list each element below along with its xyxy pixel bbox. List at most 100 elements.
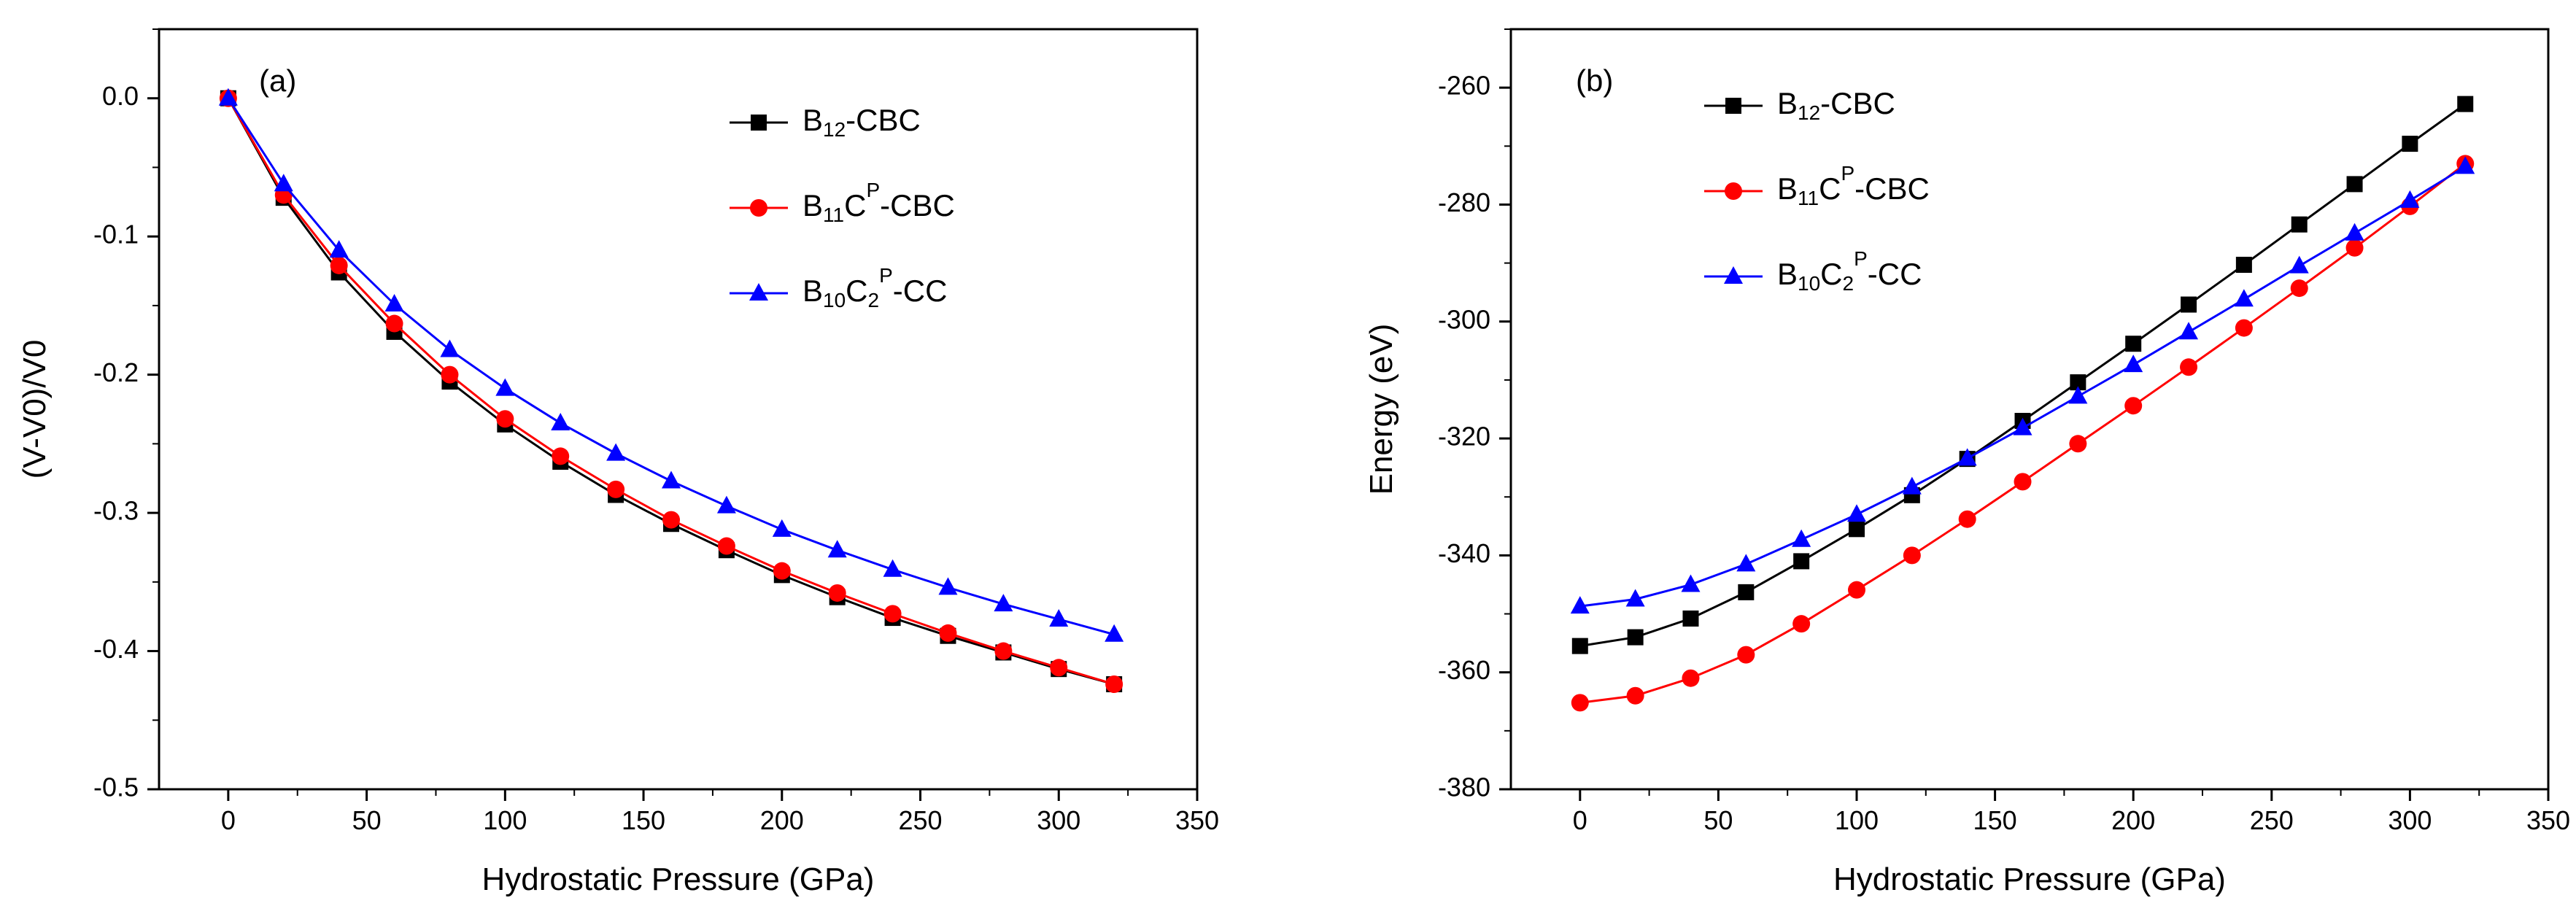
data-point bbox=[2346, 176, 2363, 193]
data-point bbox=[883, 605, 902, 623]
x-axis-title: Hydrostatic Pressure (GPa) bbox=[482, 861, 875, 897]
y-tick-label: 0.0 bbox=[102, 81, 139, 111]
y-tick-label: -260 bbox=[1438, 71, 1490, 101]
y-tick-label: -380 bbox=[1438, 772, 1490, 802]
y-tick-label: -0.5 bbox=[93, 772, 139, 802]
data-point bbox=[2124, 355, 2143, 373]
data-point bbox=[1849, 521, 1865, 538]
data-point bbox=[1736, 554, 1756, 572]
legend-marker bbox=[1725, 182, 1742, 200]
data-point bbox=[2456, 156, 2475, 174]
legend-label-part: 2 bbox=[1843, 272, 1854, 295]
data-point bbox=[2345, 239, 2364, 257]
chart-panel-a: 0 50 100 150 200 250 300 350 0.0 -0.1 -0.2 -0.3 -0.4… bbox=[17, 28, 1219, 897]
legend-label: B12-CBC bbox=[1777, 86, 1895, 124]
x-tick-label: 300 bbox=[2388, 805, 2432, 835]
legend-marker bbox=[1724, 266, 1743, 284]
data-point bbox=[939, 624, 957, 642]
data-point bbox=[772, 519, 792, 537]
data-point bbox=[1050, 659, 1068, 677]
data-point bbox=[716, 495, 736, 514]
panel-label: (a) bbox=[259, 63, 296, 98]
x-tick-label: 0 bbox=[1573, 805, 1587, 835]
data-point bbox=[218, 88, 238, 106]
x-tick-label: 300 bbox=[1037, 805, 1080, 835]
legend-label-part: B bbox=[802, 274, 823, 308]
data-point bbox=[2181, 296, 2197, 313]
x-tick-label: 200 bbox=[2111, 805, 2155, 835]
legend-label-part: -CBC bbox=[880, 188, 955, 222]
x-tick-label: 150 bbox=[622, 805, 665, 835]
plot-frame bbox=[158, 28, 1199, 791]
legend-label-part: P bbox=[866, 179, 880, 201]
data-point bbox=[2180, 358, 2198, 376]
legend-label-part: C bbox=[844, 188, 866, 222]
series-b12 bbox=[220, 90, 1123, 693]
x-tick-label: 350 bbox=[1175, 805, 1219, 835]
data-point bbox=[1958, 510, 1976, 528]
y-tick-label: -340 bbox=[1438, 538, 1490, 568]
data-point bbox=[1571, 694, 1589, 712]
legend-label-part: B bbox=[1777, 257, 1798, 291]
data-point bbox=[1049, 608, 1069, 627]
data-point bbox=[1847, 504, 1866, 522]
data-point bbox=[994, 642, 1013, 660]
x-tick-label: 250 bbox=[898, 805, 942, 835]
data-point bbox=[2125, 336, 2142, 352]
series-b10 bbox=[218, 88, 1124, 642]
series-line bbox=[1579, 166, 2467, 608]
data-point bbox=[2070, 374, 2086, 391]
data-point bbox=[1682, 610, 1699, 627]
y-tick-label: -0.2 bbox=[93, 357, 139, 387]
y-tick-label: -0.1 bbox=[93, 220, 139, 249]
x-tick-label: 200 bbox=[760, 805, 804, 835]
data-point bbox=[2290, 279, 2308, 298]
data-point bbox=[1625, 589, 1645, 607]
x-tick-label: 100 bbox=[483, 805, 527, 835]
data-point bbox=[329, 240, 349, 258]
legend-marker bbox=[1725, 98, 1741, 114]
series-line bbox=[1579, 103, 2467, 648]
data-point bbox=[2068, 386, 2088, 404]
data-point bbox=[385, 314, 403, 333]
data-point bbox=[1682, 669, 1700, 687]
x-tick-label: 50 bbox=[1703, 805, 1733, 835]
data-point bbox=[2402, 136, 2418, 152]
legend-label-part: B bbox=[1777, 86, 1798, 120]
data-point bbox=[496, 410, 514, 428]
data-point bbox=[1571, 638, 1588, 654]
legend-label-part: C bbox=[1819, 171, 1841, 206]
legend-marker bbox=[749, 283, 768, 301]
data-point bbox=[1627, 629, 1644, 646]
panel-label: (b) bbox=[1576, 63, 1613, 98]
x-tick-label: 100 bbox=[1835, 805, 1879, 835]
data-point bbox=[2069, 435, 2087, 453]
data-point bbox=[2457, 96, 2474, 112]
data-point bbox=[994, 594, 1013, 612]
data-point bbox=[607, 480, 625, 498]
legend-label-part: B bbox=[802, 103, 823, 137]
chart-panel-b: 0 50 100 150 200 250 300 350 -260 -280 -300 -320 -34… bbox=[1364, 28, 2570, 897]
legend-label-part: B bbox=[1777, 171, 1798, 206]
y-axis-title: (V-V0)/V0 bbox=[17, 340, 53, 479]
data-point bbox=[2235, 257, 2252, 274]
y-tick-label: -0.3 bbox=[93, 496, 139, 526]
series-b10 bbox=[1570, 156, 2475, 614]
data-point bbox=[606, 443, 626, 461]
data-point bbox=[1570, 596, 1590, 614]
data-point bbox=[1957, 448, 1977, 466]
legend-label-part: -CC bbox=[1868, 257, 1922, 291]
data-point bbox=[1738, 584, 1755, 600]
legend-label-part: -CBC bbox=[846, 103, 921, 137]
data-point bbox=[2291, 216, 2308, 233]
data-point bbox=[1626, 686, 1644, 705]
data-point bbox=[2345, 222, 2364, 241]
data-point bbox=[330, 256, 348, 274]
data-point bbox=[1105, 624, 1124, 642]
y-tick-label: -320 bbox=[1438, 422, 1490, 452]
data-point bbox=[1792, 529, 1811, 547]
data-point bbox=[1902, 476, 1922, 495]
series-b12 bbox=[1571, 96, 2474, 654]
data-point bbox=[662, 470, 681, 489]
